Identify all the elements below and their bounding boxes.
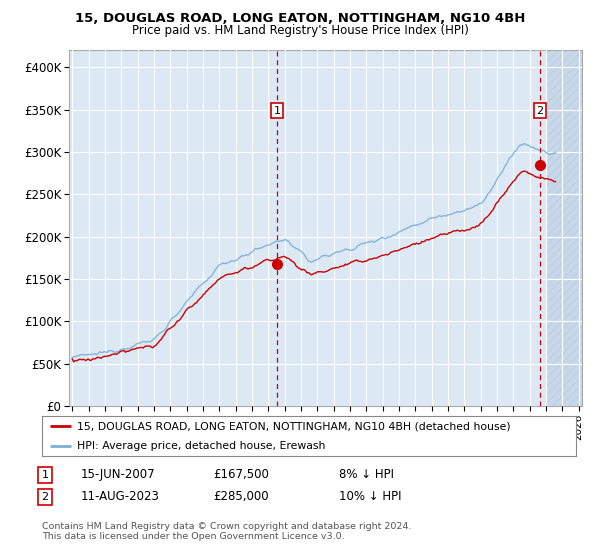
Text: 15, DOUGLAS ROAD, LONG EATON, NOTTINGHAM, NG10 4BH: 15, DOUGLAS ROAD, LONG EATON, NOTTINGHAM… (75, 12, 525, 25)
Text: £285,000: £285,000 (213, 490, 269, 503)
Text: 10% ↓ HPI: 10% ↓ HPI (339, 490, 401, 503)
Text: 2: 2 (41, 492, 49, 502)
Bar (546, 50, 587, 406)
Text: HPI: Average price, detached house, Erewash: HPI: Average price, detached house, Erew… (77, 441, 325, 451)
Text: 11-AUG-2023: 11-AUG-2023 (81, 490, 160, 503)
Text: Price paid vs. HM Land Registry's House Price Index (HPI): Price paid vs. HM Land Registry's House … (131, 24, 469, 37)
Text: 15, DOUGLAS ROAD, LONG EATON, NOTTINGHAM, NG10 4BH (detached house): 15, DOUGLAS ROAD, LONG EATON, NOTTINGHAM… (77, 421, 511, 431)
Text: Contains HM Land Registry data © Crown copyright and database right 2024.
This d: Contains HM Land Registry data © Crown c… (42, 522, 412, 542)
Bar (546, 50, 587, 406)
Text: 1: 1 (274, 105, 281, 115)
Text: 15-JUN-2007: 15-JUN-2007 (81, 468, 155, 482)
Text: 2: 2 (536, 105, 544, 115)
Text: 1: 1 (41, 470, 49, 480)
Text: £167,500: £167,500 (213, 468, 269, 482)
Text: 8% ↓ HPI: 8% ↓ HPI (339, 468, 394, 482)
